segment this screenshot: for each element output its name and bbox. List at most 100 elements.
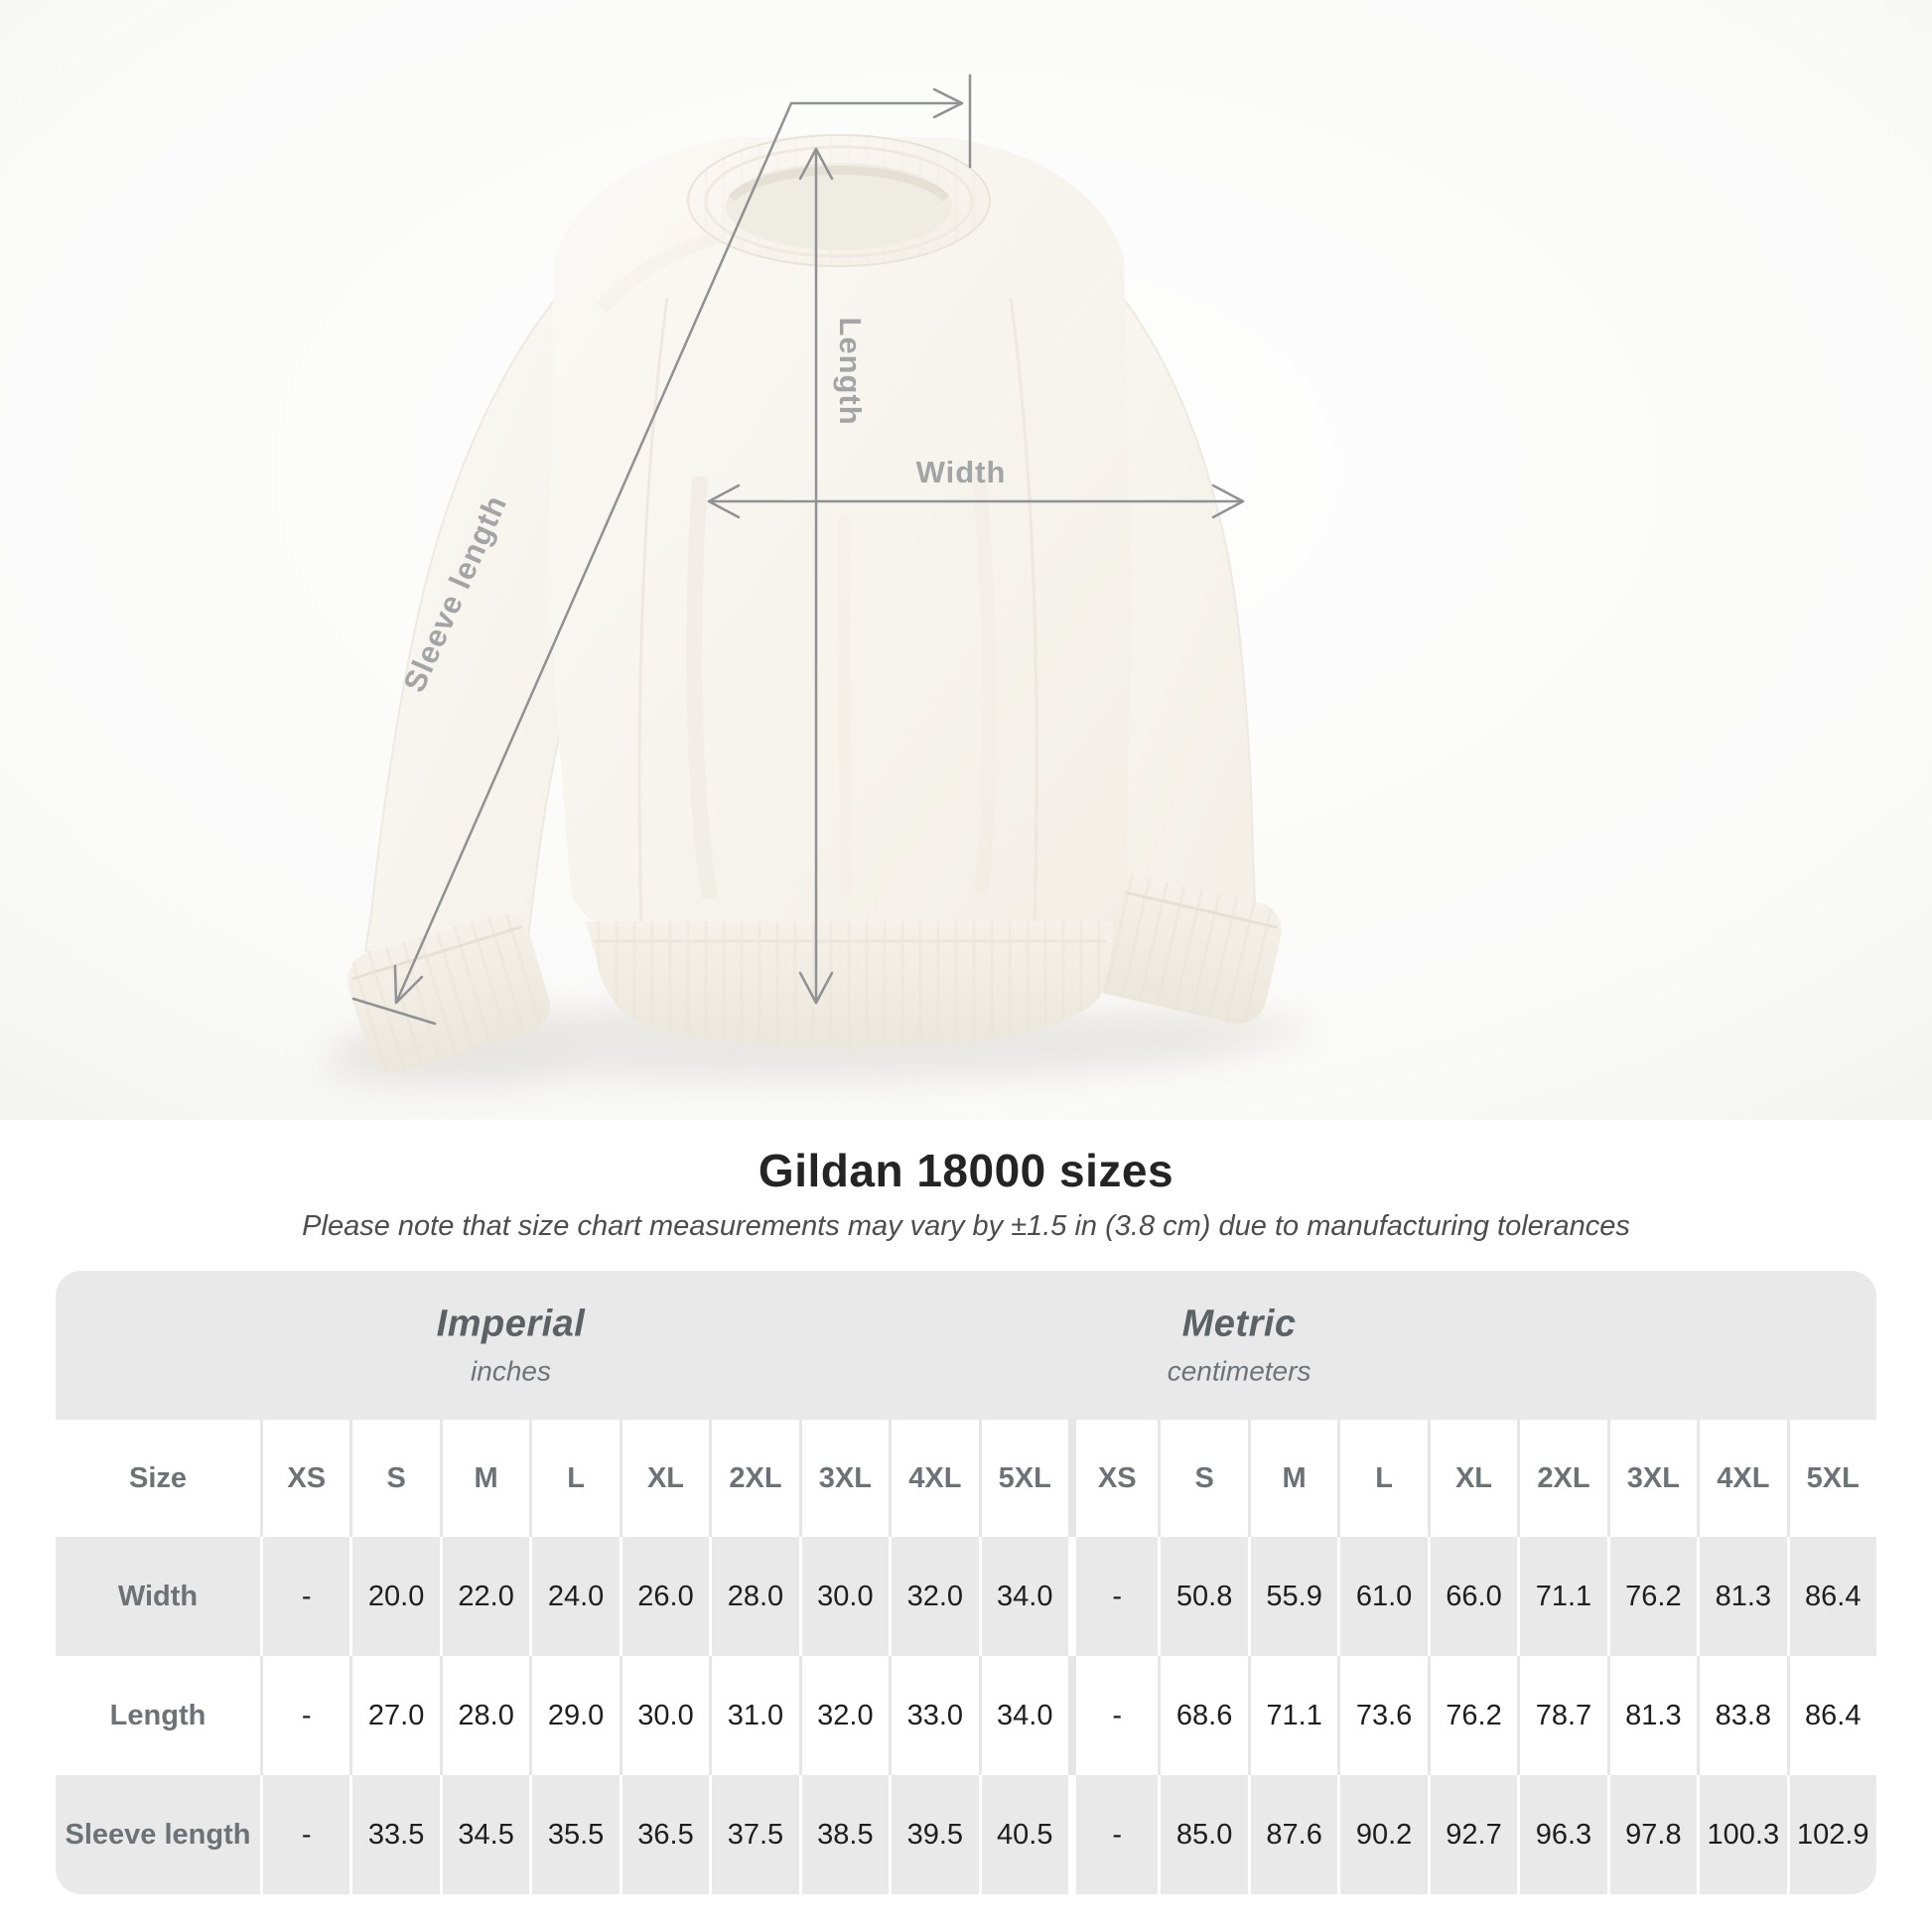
size-cell: 4XL <box>889 1420 978 1537</box>
value-cell: - <box>1067 1775 1158 1894</box>
imperial-label: Imperial <box>436 1303 586 1345</box>
table-row-sizes: Size XS S M L XL 2XL 3XL 4XL 5XL XS S M … <box>56 1420 1876 1537</box>
table-row-length: Length - 27.0 28.0 29.0 30.0 31.0 32.0 3… <box>56 1656 1876 1775</box>
value-cell: 34.5 <box>439 1775 529 1894</box>
length-arrow <box>798 147 834 1005</box>
value-cell: 34.0 <box>978 1656 1068 1775</box>
size-cell: 5XL <box>978 1420 1068 1537</box>
corner-cell: Size <box>128 1461 188 1494</box>
value-cell: 71.1 <box>1247 1656 1337 1775</box>
size-cell: XS <box>1067 1420 1158 1537</box>
value-cell: 92.7 <box>1427 1775 1517 1894</box>
value-cell: - <box>260 1775 349 1894</box>
sweatshirt-illustration <box>346 134 1282 1073</box>
width-label: Width <box>916 455 1007 489</box>
value-cell: 39.5 <box>889 1775 978 1894</box>
value-cell: 22.0 <box>439 1537 529 1656</box>
tolerance-note: Please note that size chart measurements… <box>302 1210 1630 1242</box>
collar <box>687 134 991 267</box>
value-cell: 40.5 <box>978 1775 1068 1894</box>
value-cell: 38.5 <box>798 1775 889 1894</box>
row-label: Width <box>117 1580 199 1612</box>
value-cell: 68.6 <box>1158 1656 1247 1775</box>
size-cell: S <box>1158 1420 1247 1537</box>
value-cell: - <box>1067 1537 1158 1656</box>
value-cell: 78.7 <box>1517 1656 1606 1775</box>
right-cuff <box>1081 872 1282 1025</box>
size-cell: 5XL <box>1786 1420 1876 1537</box>
value-cell: 34.0 <box>978 1537 1068 1656</box>
sweatshirt-measurement-diagram: Length Width Sleeve length <box>0 0 1932 1120</box>
value-cell: 86.4 <box>1786 1537 1876 1656</box>
value-cell: 33.5 <box>349 1775 439 1894</box>
metric-unit: centimeters <box>1167 1355 1311 1387</box>
size-cell: S <box>349 1420 439 1537</box>
value-cell: 26.0 <box>619 1537 709 1656</box>
value-cell: 71.1 <box>1517 1537 1606 1656</box>
value-cell: 55.9 <box>1247 1537 1337 1656</box>
value-cell: 61.0 <box>1337 1537 1427 1656</box>
value-cell: 102.9 <box>1786 1775 1876 1894</box>
size-cell: XL <box>1427 1420 1517 1537</box>
value-cell: 100.3 <box>1697 1775 1786 1894</box>
imperial-group-header: Imperial inches <box>437 1304 586 1388</box>
size-cell: M <box>1247 1420 1337 1537</box>
value-cell: 81.3 <box>1697 1537 1786 1656</box>
length-label: Length <box>833 317 868 425</box>
table-row-width: Width - 20.0 22.0 24.0 26.0 28.0 30.0 32… <box>56 1537 1876 1656</box>
value-cell: 83.8 <box>1697 1656 1786 1775</box>
value-cell: 32.0 <box>798 1656 889 1775</box>
value-cell: 24.0 <box>529 1537 619 1656</box>
value-cell: 87.6 <box>1247 1775 1337 1894</box>
value-cell: 27.0 <box>349 1656 439 1775</box>
value-cell: 33.0 <box>889 1656 978 1775</box>
value-cell: - <box>260 1537 349 1656</box>
sleeve-length-arrow <box>351 73 972 1026</box>
value-cell: 90.2 <box>1337 1775 1427 1894</box>
value-cell: 35.5 <box>529 1775 619 1894</box>
size-cell: 2XL <box>709 1420 798 1537</box>
value-cell: 28.0 <box>709 1537 798 1656</box>
imperial-unit: inches <box>471 1355 551 1387</box>
size-cell: 3XL <box>798 1420 889 1537</box>
value-cell: 29.0 <box>529 1656 619 1775</box>
metric-group-header: Metric centimeters <box>1168 1304 1311 1388</box>
size-cell: M <box>439 1420 529 1537</box>
value-cell: 73.6 <box>1337 1656 1427 1775</box>
size-cell: 3XL <box>1606 1420 1697 1537</box>
value-cell: 31.0 <box>709 1656 798 1775</box>
value-cell: - <box>1067 1656 1158 1775</box>
page-title: Gildan 18000 sizes <box>758 1145 1174 1196</box>
unit-group-band: Imperial inches Metric centimeters <box>56 1271 1876 1420</box>
row-label: Length <box>109 1699 207 1731</box>
value-cell: 37.5 <box>709 1775 798 1894</box>
size-table: Imperial inches Metric centimeters Size … <box>56 1271 1876 1894</box>
table-row-sleeve-length: Sleeve length - 33.5 34.5 35.5 36.5 37.5… <box>56 1775 1876 1894</box>
value-cell: 50.8 <box>1158 1537 1247 1656</box>
size-cell: 2XL <box>1517 1420 1606 1537</box>
size-cell: 4XL <box>1697 1420 1786 1537</box>
value-cell: 96.3 <box>1517 1775 1606 1894</box>
size-cell: L <box>529 1420 619 1537</box>
size-cell: L <box>1337 1420 1427 1537</box>
size-cell: XS <box>260 1420 349 1537</box>
measurement-annotations <box>351 73 1245 1026</box>
value-cell: 36.5 <box>619 1775 709 1894</box>
value-cell: 76.2 <box>1606 1537 1697 1656</box>
value-cell: 20.0 <box>349 1537 439 1656</box>
value-cell: 66.0 <box>1427 1537 1517 1656</box>
value-cell: 32.0 <box>889 1537 978 1656</box>
size-cell: XL <box>619 1420 709 1537</box>
value-cell: 30.0 <box>619 1656 709 1775</box>
value-cell: 28.0 <box>439 1656 529 1775</box>
value-cell: 85.0 <box>1158 1775 1247 1894</box>
value-cell: 97.8 <box>1606 1775 1697 1894</box>
metric-label: Metric <box>1181 1303 1297 1345</box>
row-label: Sleeve length <box>65 1818 251 1851</box>
value-cell: 81.3 <box>1606 1656 1697 1775</box>
value-cell: - <box>260 1656 349 1775</box>
width-arrow <box>707 483 1245 519</box>
hem-band <box>586 921 1114 1048</box>
value-cell: 30.0 <box>798 1537 889 1656</box>
